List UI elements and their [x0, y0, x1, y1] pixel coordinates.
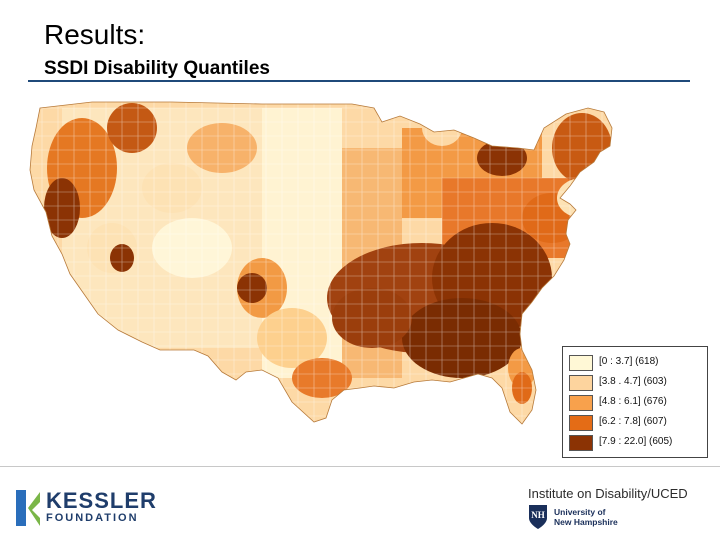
unh-shield-icon: NH: [529, 505, 547, 529]
unh-line2: New Hampshire: [554, 517, 618, 527]
legend-swatch: [569, 395, 593, 411]
kessler-mark-icon: [16, 490, 40, 526]
legend-label: [6.2 : 7.8] (607): [599, 416, 667, 427]
legend-swatch: [569, 375, 593, 391]
kessler-wordmark: KESSLER: [46, 488, 157, 513]
legend-label: [7.9 : 22.0] (605): [599, 436, 673, 447]
kessler-foundation-logo: KESSLER FOUNDATION: [14, 484, 156, 530]
slide-subtitle: SSDI Disability Quantiles: [44, 58, 270, 79]
unh-line1: University of: [554, 507, 606, 517]
svg-text:NH: NH: [531, 510, 545, 520]
slide-title: Results:: [44, 19, 146, 50]
legend-label: [4.8 : 6.1] (676): [599, 396, 667, 407]
footer-divider: [0, 466, 720, 467]
legend-swatch: [569, 415, 593, 431]
foundation-wordmark: FOUNDATION: [46, 512, 139, 524]
legend-label: [0 : 3.7] (618): [599, 356, 659, 367]
legend-swatch: [569, 435, 593, 451]
us-county-choropleth-map: [29, 101, 613, 425]
county-fill-layer: [30, 102, 612, 424]
institute-name: Institute on Disability/UCED: [528, 486, 688, 501]
map-legend: [0 : 3.7] (618) [3.8 . 4.7] (603) [4.8 :…: [562, 346, 708, 458]
title-underline: [28, 80, 690, 82]
us-outline: [29, 101, 613, 425]
unh-logo: NH University of New Hampshire: [528, 504, 678, 532]
legend-label: [3.8 . 4.7] (603): [599, 376, 667, 387]
legend-swatch: [569, 355, 593, 371]
